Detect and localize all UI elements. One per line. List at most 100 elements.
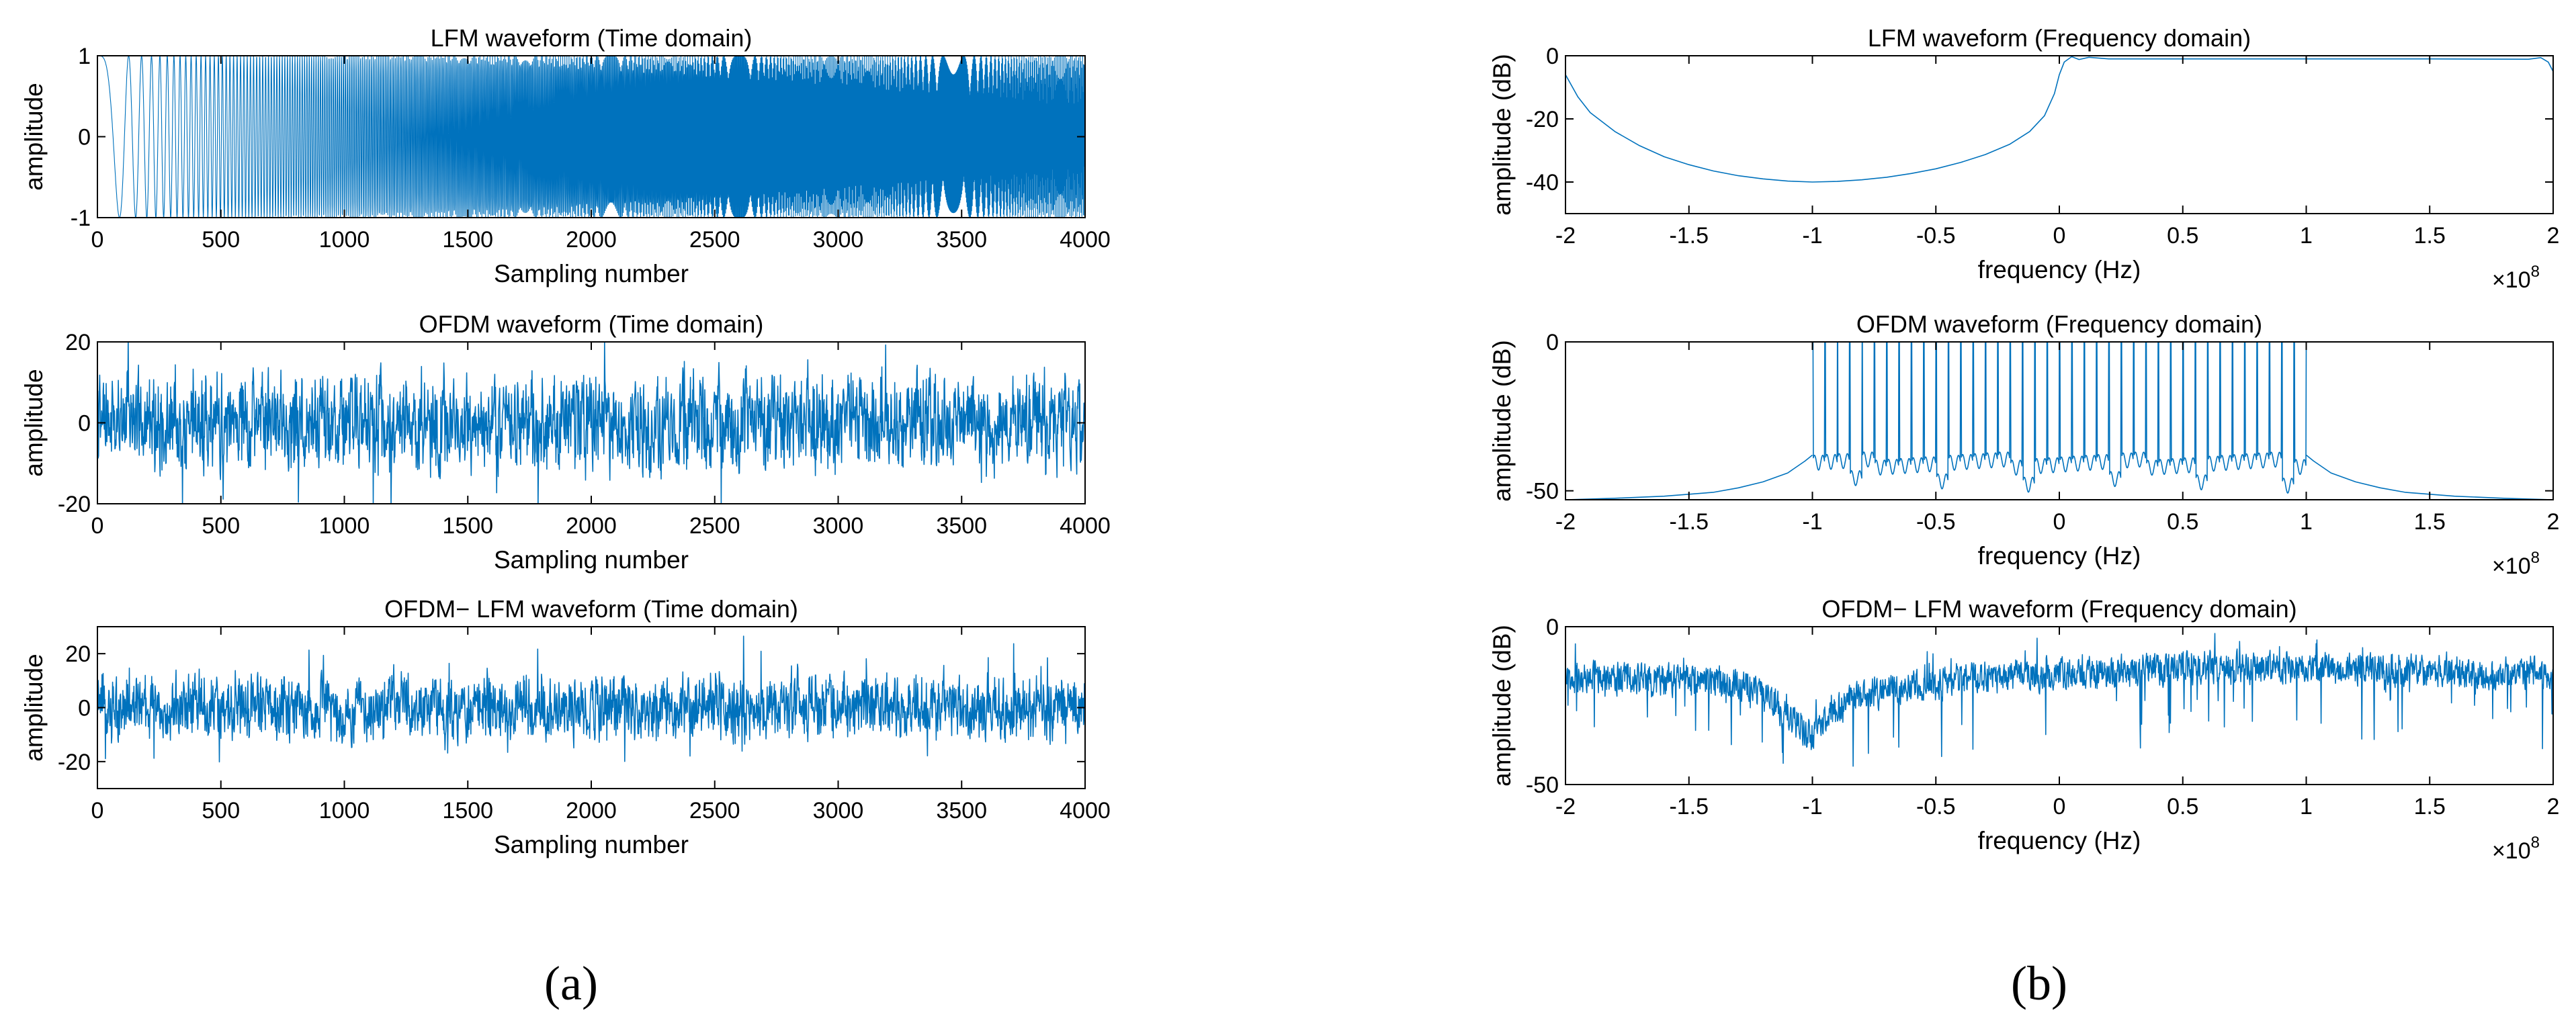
x-tick-label: 4000: [1060, 227, 1111, 253]
series-line: [1565, 56, 2553, 183]
x-exponent-label: ×108: [2492, 263, 2540, 293]
x-tick-label: 0.5: [2167, 794, 2198, 819]
y-axis-label: amplitude: [20, 83, 48, 190]
x-tick-label: 1000: [319, 513, 370, 539]
series-line: [97, 635, 1085, 763]
plot-area: [97, 56, 1085, 218]
y-tick-label: 0: [1546, 330, 1559, 355]
x-exponent-power: 8: [2531, 834, 2540, 852]
x-tick-label: -0.5: [1916, 509, 1956, 535]
plot-area: [1565, 56, 2553, 183]
y-tick-label: -20: [58, 750, 91, 775]
chart-title: OFDM waveform (Time domain): [419, 310, 764, 338]
x-tick-label: 1.5: [2414, 223, 2446, 249]
x-tick-label: -1.5: [1669, 509, 1709, 535]
y-axis-label: amplitude: [20, 369, 48, 476]
x-tick-label: 0: [91, 513, 104, 539]
plot-ofdm-freq: -2 -1.5 -1 -0.5 0 0.5 1 1.5 2 0 -50 OFDM waveform (…: [1488, 310, 2559, 579]
x-tick-label: 2: [2547, 223, 2560, 249]
x-axis-label: frequency (Hz): [1978, 827, 2141, 854]
x-tick-label: 3500: [936, 227, 987, 253]
plot-lfm-time: 0 500 1000 1500 2000 2500 3000 3500 400010-1LFM …: [20, 24, 1111, 287]
x-tick-label: -1.5: [1669, 794, 1709, 819]
x-tick-label: 2500: [689, 513, 740, 539]
x-tick-label: 0: [91, 227, 104, 253]
x-tick-label: 3000: [813, 798, 864, 823]
x-exponent-power: 8: [2531, 549, 2540, 567]
x-tick-label: 2000: [566, 227, 617, 253]
x-tick-label: 2500: [689, 227, 740, 253]
chart-title: LFM waveform (Frequency domain): [1868, 24, 2251, 52]
x-axis-label: Sampling number: [494, 260, 689, 287]
x-tick-label: 2000: [566, 798, 617, 823]
plot-ofdm-lfm-time: 0 500 1000 1500 2000 2500 3000 3500 4000200-20OF…: [20, 595, 1111, 858]
y-tick-label: -1: [71, 206, 91, 231]
x-tick-label: 0: [91, 798, 104, 823]
x-axis-label: Sampling number: [494, 831, 689, 858]
panel-label-a: (a): [544, 956, 598, 1010]
x-tick-label: -0.5: [1916, 794, 1956, 819]
x-tick-label: 1: [2300, 794, 2313, 819]
x-tick-label: 500: [202, 798, 240, 823]
x-tick-label: 1.5: [2414, 794, 2446, 819]
panel-label-b: (b): [2011, 956, 2067, 1010]
x-tick-label: 2: [2547, 509, 2560, 535]
chart-title: OFDM− LFM waveform (Frequency domain): [1821, 595, 2296, 623]
x-tick-label: 3500: [936, 513, 987, 539]
chart-title: OFDM waveform (Frequency domain): [1856, 310, 2262, 338]
y-axis-label: amplitude (dB): [1488, 54, 1516, 216]
y-tick-label: -40: [1526, 170, 1559, 195]
y-tick-label: -50: [1526, 479, 1559, 504]
x-exponent-label: ×108: [2492, 549, 2540, 579]
x-tick-label: 3500: [936, 798, 987, 823]
chart-title: OFDM− LFM waveform (Time domain): [384, 595, 798, 623]
plot-area: [97, 342, 1085, 504]
y-tick-label: -20: [58, 492, 91, 517]
x-tick-label: 1000: [319, 798, 370, 823]
series-line: [1812, 342, 2307, 494]
x-tick-label: -1: [1802, 223, 1822, 249]
y-tick-label: 0: [78, 696, 91, 721]
x-tick-label: 1500: [442, 513, 493, 539]
x-tick-label: 4000: [1060, 513, 1111, 539]
y-tick-label: 0: [78, 411, 91, 437]
x-axis-label: Sampling number: [494, 546, 689, 574]
x-tick-label: 500: [202, 513, 240, 539]
plot-ofdm-time: 0 500 1000 1500 2000 2500 3000 3500 4000200-20OF…: [20, 310, 1111, 574]
chart-title: LFM waveform (Time domain): [431, 24, 753, 52]
plot-ofdm-lfm-freq: -2 -1.5 -1 -0.5 0 0.5 1 1.5 2 0 -50 OFDM− LFM wavef…: [1488, 595, 2559, 864]
series-line: [1565, 633, 2553, 767]
x-tick-label: 1: [2300, 509, 2313, 535]
x-tick-label: 1500: [442, 227, 493, 253]
plot-lfm-freq: -2 -1.5 -1 -0.5 0 0.5 1 1.5 2 0 -20 -40 LFM waveform…: [1488, 24, 2559, 293]
y-tick-label: 0: [1546, 615, 1559, 640]
x-tick-label: 3000: [813, 513, 864, 539]
x-tick-label: -1: [1802, 509, 1822, 535]
x-exponent-base: ×10: [2492, 838, 2531, 864]
y-tick-label: 0: [1546, 44, 1559, 69]
x-exponent-base: ×10: [2492, 553, 2531, 579]
x-tick-label: -2: [1555, 223, 1576, 249]
x-tick-label: 2500: [689, 798, 740, 823]
x-tick-label: -1.5: [1669, 223, 1709, 249]
y-axis-label: amplitude: [20, 654, 48, 761]
y-tick-label: 20: [65, 330, 91, 355]
x-tick-label: 1: [2300, 223, 2313, 249]
plot-area: [1565, 342, 2553, 500]
y-tick-label: -20: [1526, 107, 1559, 132]
y-tick-label: 1: [78, 44, 91, 69]
series-line: [97, 56, 1085, 218]
x-exponent-base: ×10: [2492, 267, 2531, 293]
plot-area: [97, 635, 1085, 763]
plot-area: [1565, 633, 2553, 767]
x-tick-label: 4000: [1060, 798, 1111, 823]
x-tick-label: 1500: [442, 798, 493, 823]
x-tick-label: 0.5: [2167, 223, 2198, 249]
y-axis-label: amplitude (dB): [1488, 340, 1516, 502]
x-tick-label: 0: [2053, 223, 2066, 249]
y-tick-label: 20: [65, 641, 91, 667]
x-tick-label: 2000: [566, 513, 617, 539]
y-tick-label: 0: [78, 125, 91, 150]
